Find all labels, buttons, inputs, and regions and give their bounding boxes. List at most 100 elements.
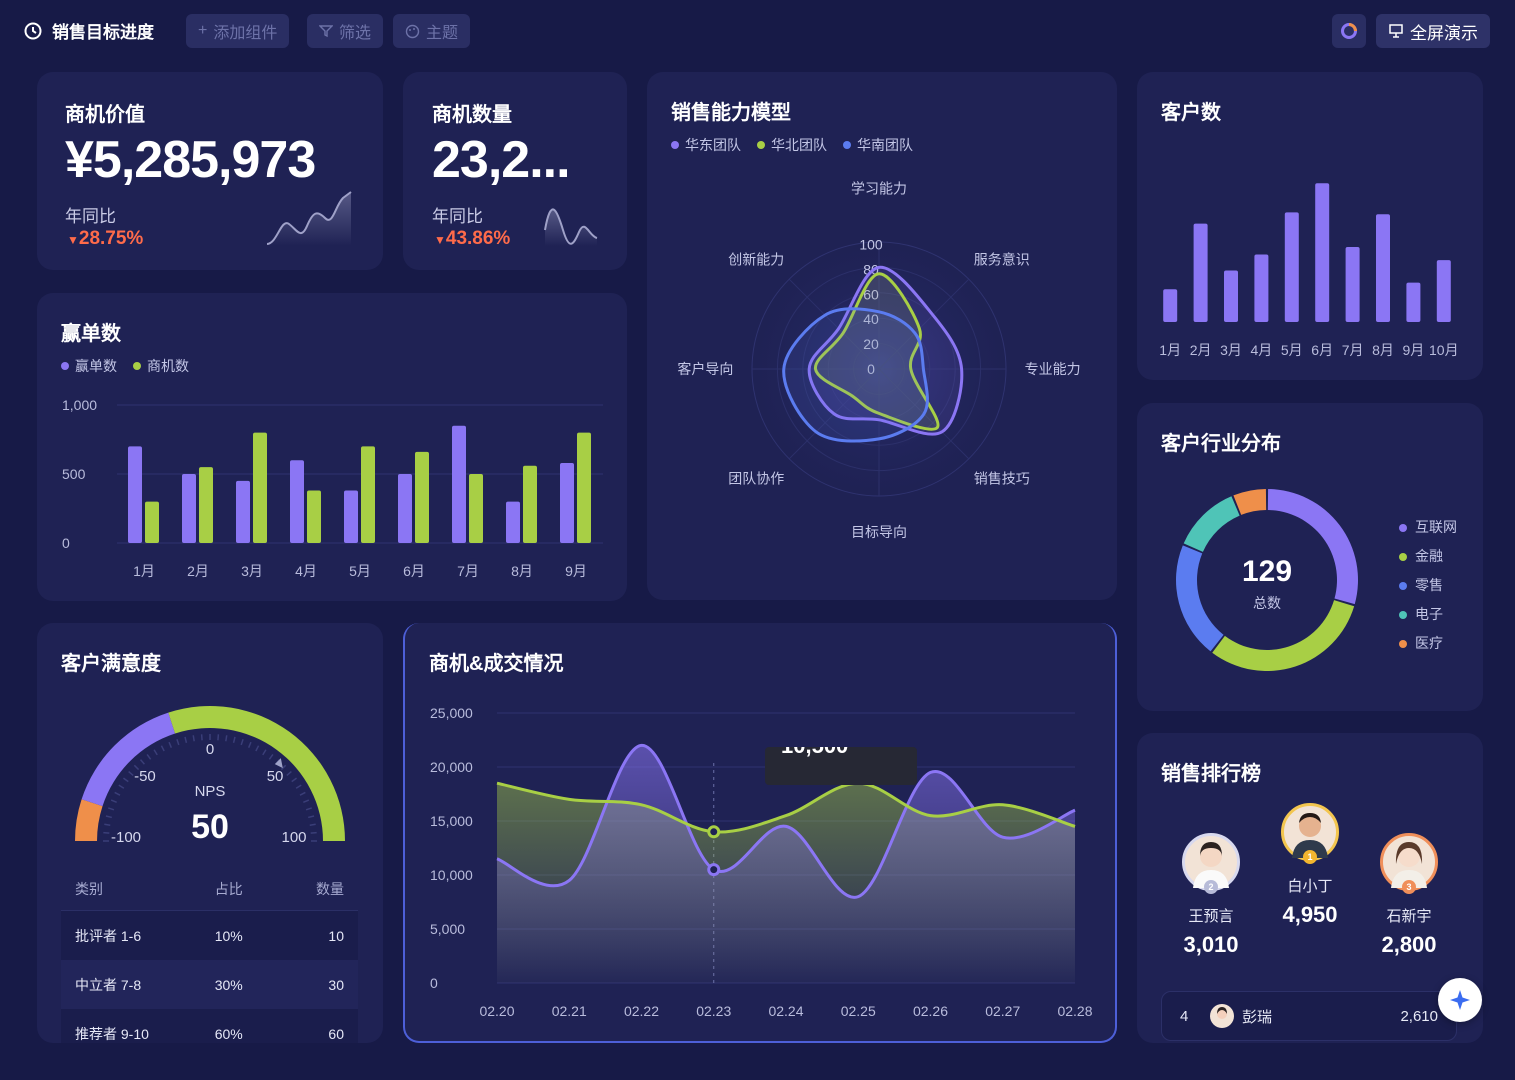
customer-bar[interactable] [1345, 247, 1360, 322]
legend-item[interactable]: 零售 [1399, 571, 1457, 600]
bar-opportunities[interactable] [307, 490, 321, 543]
gauge-tick [146, 753, 152, 760]
bar-wins[interactable] [560, 462, 574, 543]
gauge-tick [184, 736, 188, 743]
customer-bar[interactable] [1436, 260, 1451, 322]
bar-opportunities[interactable] [253, 432, 267, 543]
theme-toggle-button[interactable] [1332, 14, 1366, 48]
donut-slice-3[interactable] [1183, 496, 1240, 552]
radar-axis-label: 销售技巧 [974, 471, 1030, 487]
donut-slice-0[interactable] [1267, 489, 1358, 605]
area-line-1[interactable] [496, 781, 1076, 834]
y-tick-label: 20,000 [430, 759, 473, 775]
person-avatar-icon [1391, 842, 1427, 888]
bar-wins[interactable] [398, 474, 412, 543]
customer-bar[interactable] [1254, 254, 1269, 323]
donut-total-label: 总数 [1253, 595, 1281, 611]
bar-wins[interactable] [236, 480, 250, 543]
gauge-tick [122, 777, 129, 783]
filter-button[interactable]: 筛选 [307, 14, 384, 48]
customer-bar[interactable] [1193, 223, 1208, 322]
theme-button[interactable]: 主题 [393, 14, 471, 48]
fullscreen-label: 全屏演示 [1410, 23, 1478, 43]
opportunity-value-card: 商机价值 ¥5,285,973 年同比 ▼28.75% [37, 72, 383, 270]
ai-assistant-button[interactable] [1438, 978, 1482, 1022]
bar-opportunities[interactable] [361, 446, 375, 543]
legend-item[interactable]: 互联网 [1399, 513, 1457, 542]
ranking-title: 销售排行榜 [1161, 763, 1261, 785]
radar-spoke [878, 278, 970, 370]
bar-opportunities[interactable] [145, 501, 159, 543]
nps-gauge: -100 -50 0 50 100 NPS 50 [75, 706, 345, 846]
chart-tooltip: 10,500 [765, 747, 917, 785]
legend-item-east[interactable]: 华东团队 [671, 135, 741, 155]
x-tick-label: 5月 [349, 563, 371, 579]
rank-badge: 3 [1402, 880, 1416, 894]
customer-bar[interactable] [1406, 282, 1421, 322]
rank-score: 2,800 [1381, 932, 1437, 957]
bar-wins[interactable] [182, 474, 196, 543]
avatar: 2 [1182, 833, 1240, 894]
customer-bar[interactable] [1284, 212, 1299, 322]
customer-bar[interactable] [1315, 183, 1330, 322]
bar-opportunities[interactable] [199, 467, 213, 543]
bar-wins[interactable] [344, 490, 358, 543]
fullscreen-button[interactable]: 全屏演示 [1376, 14, 1490, 48]
add-widget-button[interactable]: + 添加组件 [186, 14, 290, 48]
rank-row-4[interactable]: 4 彭瑞 2,610 [1161, 991, 1457, 1041]
customer-bar[interactable] [1224, 270, 1238, 322]
rank-3[interactable]: 3 石新宇 2,800 [1375, 833, 1443, 958]
radar-axis-label: 专业能力 [1025, 361, 1081, 377]
highlight-point [707, 825, 721, 839]
customer-bar[interactable] [1376, 214, 1390, 322]
bar-wins[interactable] [128, 446, 142, 543]
gauge-tick [247, 741, 252, 748]
donut-slice-1[interactable] [1212, 600, 1355, 672]
opportunity-count-amount: 23,2... [432, 131, 571, 189]
gauge-label: NPS [195, 783, 226, 800]
bar-wins[interactable] [290, 460, 304, 543]
gauge-segment-detractor [75, 799, 103, 841]
table-row: 中立者 7-8 30% 30 [61, 960, 358, 1009]
industry-card: 客户行业分布 129 总数 互联网 金融 零售 电子 医疗 [1137, 403, 1483, 711]
rank-1[interactable]: 1 白小丁 4,950 [1276, 803, 1344, 928]
rank-name: 石新宇 [1386, 908, 1432, 925]
area-line-0[interactable] [496, 743, 1076, 899]
gauge-tick [305, 807, 312, 811]
opportunity-value-yoy: ▼28.75% [67, 228, 143, 250]
x-tick-label: 9月 [1403, 342, 1425, 358]
arrow-down-icon: ▼ [434, 233, 446, 247]
donut-slice-4[interactable] [1233, 489, 1267, 515]
legend-item-north[interactable]: 华北团队 [757, 135, 827, 155]
sparkle-icon [1450, 990, 1470, 1010]
legend-item-south[interactable]: 华南团队 [843, 135, 913, 155]
gauge-tick [295, 784, 302, 789]
gauge-tick [114, 791, 121, 796]
customer-bar[interactable] [1163, 289, 1178, 322]
bar-opportunities[interactable] [523, 465, 537, 543]
bar-wins[interactable] [452, 425, 466, 543]
legend-dot [1399, 581, 1407, 590]
legend-item[interactable]: 金融 [1399, 542, 1457, 571]
donut-slice-2[interactable] [1176, 545, 1224, 652]
wins-bar-chart: 1,000 500 0 1月 2月 3月 4月 5月 6月 7月 8月 9月 [62, 397, 603, 579]
gauge-tick [299, 791, 306, 796]
legend-item-wins[interactable]: 赢单数 [61, 356, 117, 376]
bar-opportunities[interactable] [415, 451, 429, 543]
gauge-tick [240, 739, 244, 746]
bar-opportunities[interactable] [469, 474, 483, 543]
col-count: 数量 [316, 880, 344, 897]
legend-item[interactable]: 医疗 [1399, 629, 1457, 658]
legend-item-opportunities[interactable]: 商机数 [133, 356, 189, 376]
gauge-tick [262, 749, 267, 756]
radar-series-2[interactable] [782, 307, 929, 443]
bar-wins[interactable] [506, 501, 520, 543]
legend-item[interactable]: 电子 [1399, 600, 1457, 629]
x-tick-label: 1月 [1159, 342, 1181, 358]
legend-label: 互联网 [1415, 519, 1457, 535]
opportunity-count-yoy-value: 43.86% [445, 228, 511, 249]
col-ratio: 占比 [214, 880, 243, 897]
satisfaction-table: 类别 占比 数量 批评者 1-6 10% 10 中立者 7-8 30% 30 推… [61, 867, 358, 1043]
rank-2[interactable]: 2 王预言 3,010 [1177, 833, 1245, 958]
bar-opportunities[interactable] [577, 432, 591, 543]
